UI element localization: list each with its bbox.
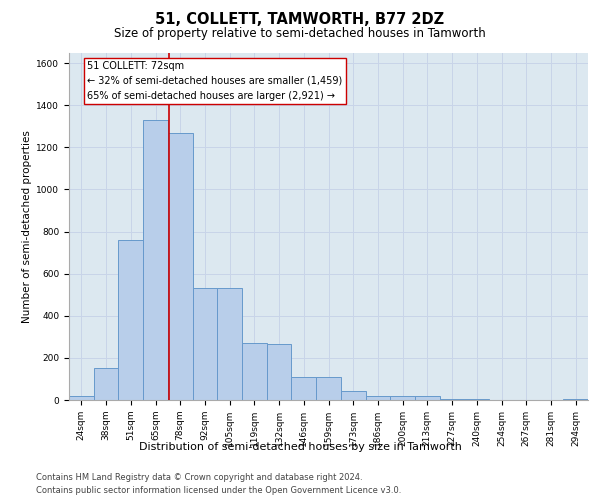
Bar [143, 120, 168, 400]
Bar [464, 399, 489, 400]
Bar [316, 377, 341, 400]
Bar [341, 390, 365, 400]
Bar [267, 344, 292, 400]
Bar [94, 368, 118, 400]
Text: 51 COLLETT: 72sqm
← 32% of semi-detached houses are smaller (1,459)
65% of semi-: 51 COLLETT: 72sqm ← 32% of semi-detached… [87, 61, 343, 100]
Bar [563, 399, 588, 400]
Bar [217, 288, 242, 400]
Bar [440, 399, 464, 400]
Bar [118, 240, 143, 400]
Bar [168, 132, 193, 400]
Bar [193, 288, 217, 400]
Bar [292, 377, 316, 400]
Bar [365, 396, 390, 400]
Y-axis label: Number of semi-detached properties: Number of semi-detached properties [22, 130, 32, 322]
Text: Size of property relative to semi-detached houses in Tamworth: Size of property relative to semi-detach… [114, 28, 486, 40]
Text: Contains public sector information licensed under the Open Government Licence v3: Contains public sector information licen… [36, 486, 401, 495]
Text: 51, COLLETT, TAMWORTH, B77 2DZ: 51, COLLETT, TAMWORTH, B77 2DZ [155, 12, 445, 28]
Bar [390, 396, 415, 400]
Text: Distribution of semi-detached houses by size in Tamworth: Distribution of semi-detached houses by … [139, 442, 461, 452]
Bar [242, 343, 267, 400]
Bar [69, 396, 94, 400]
Bar [415, 396, 440, 400]
Text: Contains HM Land Registry data © Crown copyright and database right 2024.: Contains HM Land Registry data © Crown c… [36, 472, 362, 482]
